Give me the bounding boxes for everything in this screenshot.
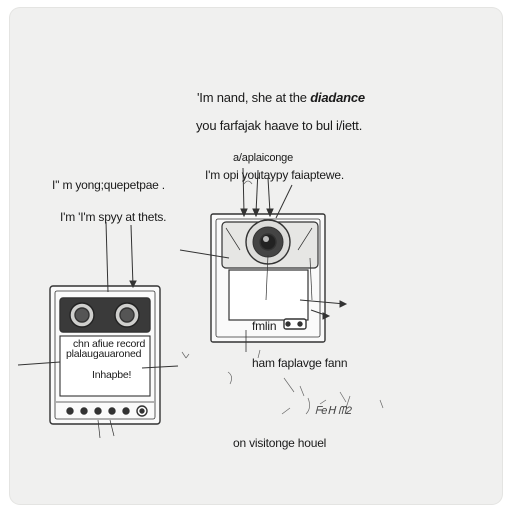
title-line-2: you farfajak haave to bul i/iett.: [196, 118, 363, 133]
left-device-knob: [66, 407, 74, 415]
annotation-scribble: ᖴeᕼ ᗰ2: [315, 405, 352, 417]
left-device-screen: [59, 335, 151, 397]
left-device-screen-line-3: Inhapbe!: [92, 369, 132, 381]
right-device-screen-text: fmlin: [252, 319, 277, 333]
right-device: [210, 213, 326, 343]
right-device-screen: [228, 269, 309, 321]
sketch-marks: [181, 180, 384, 415]
left-device-screen-line-1: chn afiue record: [73, 338, 146, 350]
title-line-1: 'Im nand, she at the diadance: [197, 90, 365, 105]
right-device-arrows: [179, 167, 348, 352]
right-device-caption: ham faplavge fann: [252, 356, 348, 370]
left-device-arrows: [17, 221, 179, 439]
left-label-1: I'' m yong;quepetpae .: [52, 178, 165, 192]
title-line-1-emphasis: diadance: [310, 90, 365, 105]
left-device-screen-line-2: plalaugauaroned: [66, 348, 142, 360]
left-device: [49, 285, 161, 425]
title-line-1-text: 'Im nand, she at the: [197, 90, 311, 105]
top-device-label-1: a/aplaiconge: [233, 152, 293, 164]
left-label-2: I'm 'I'm spyy at thets.: [60, 210, 167, 224]
footer-caption: on visitonge houel: [233, 436, 327, 450]
top-device-label-2: I'm opi youtaypy faiaptewe.: [205, 168, 344, 182]
